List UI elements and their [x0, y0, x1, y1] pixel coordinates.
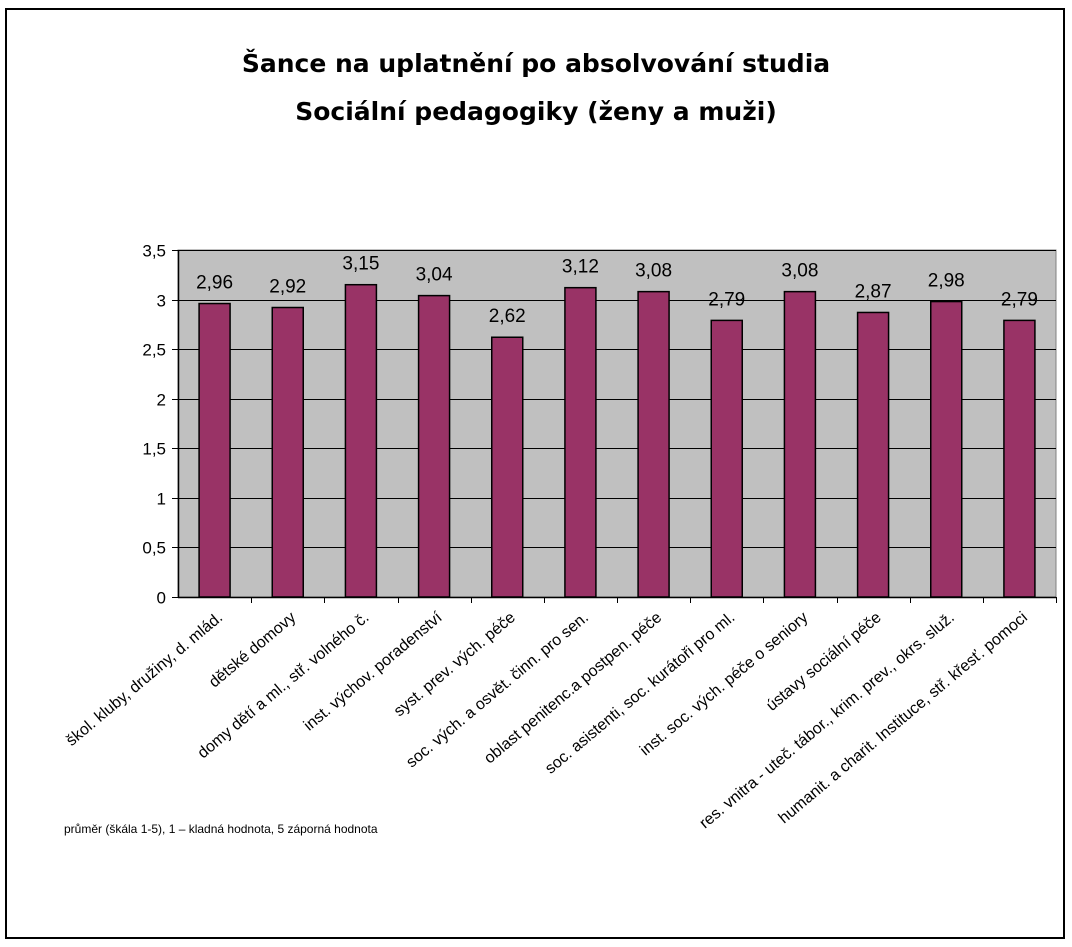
y-tick-label: 3 — [157, 292, 166, 311]
bar — [419, 296, 450, 597]
x-tick-label: res. vnitra - uteč. tábor., krim. prev.,… — [696, 609, 957, 832]
y-tick-label: 1,5 — [142, 440, 166, 459]
value-label: 2,79 — [1001, 289, 1038, 310]
bar — [858, 312, 889, 597]
value-label: 2,92 — [269, 277, 306, 298]
y-tick-label: 1 — [157, 490, 166, 509]
value-label: 2,96 — [196, 273, 233, 294]
x-tick-label: humanit. a charit. Instituce, stř. křesť… — [776, 609, 1031, 827]
value-label: 2,79 — [708, 289, 745, 310]
value-label: 2,87 — [855, 281, 892, 302]
bar — [272, 308, 303, 597]
y-tick-label: 3,5 — [142, 242, 166, 261]
bar — [931, 302, 962, 597]
plot-area — [178, 250, 1056, 597]
value-label: 3,15 — [342, 254, 379, 275]
x-tick-label: škol. kluby, družiny, d. mlád. — [63, 609, 226, 750]
value-label: 2,98 — [928, 271, 965, 292]
x-tick-label: syst. prev. vých. péče — [391, 609, 519, 720]
bar — [638, 292, 669, 597]
value-label: 3,08 — [781, 261, 818, 282]
y-tick-label: 2,5 — [142, 341, 166, 360]
y-tick-label: 2 — [157, 391, 166, 410]
value-label: 3,12 — [562, 257, 599, 278]
bar — [711, 320, 742, 597]
footnote: průměr (škála 1-5), 1 – kladná hodnota, … — [64, 822, 378, 836]
y-tick-label: 0,5 — [142, 539, 166, 558]
value-label: 3,04 — [416, 265, 453, 286]
value-label: 2,62 — [489, 306, 526, 327]
bar — [565, 288, 596, 597]
value-label: 3,08 — [635, 261, 672, 282]
bar — [199, 304, 230, 597]
bar — [345, 285, 376, 597]
bar — [1004, 320, 1035, 597]
x-tick-label: inst. výchov. poradenství — [301, 609, 446, 735]
bar — [492, 337, 523, 597]
bar — [784, 292, 815, 597]
y-tick-label: 0 — [157, 589, 166, 608]
